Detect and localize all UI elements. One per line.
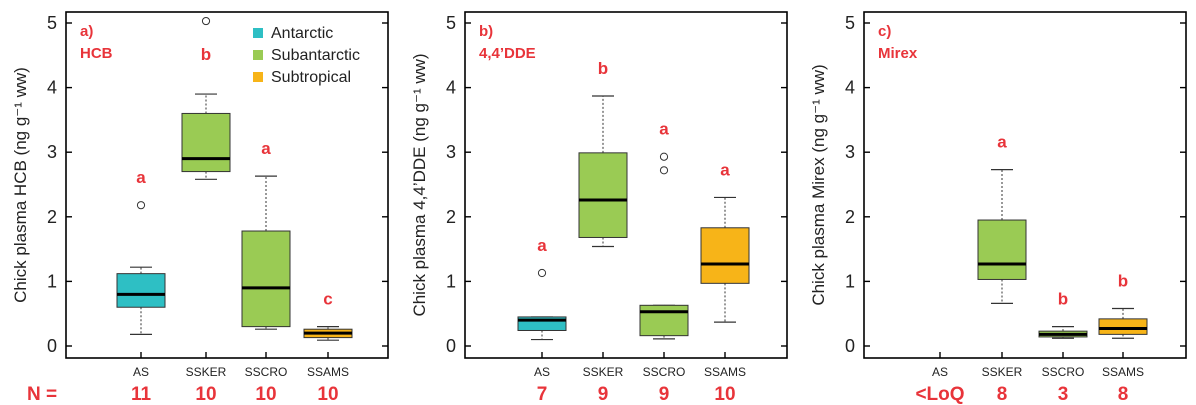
x-tick-label: SSCRO <box>245 365 288 379</box>
y-tick-label: 4 <box>845 78 855 98</box>
legend-label: Subtropical <box>271 69 351 86</box>
y-tick-label: 4 <box>47 78 57 98</box>
y-axis-label: Chick plasma 4,4’DDE (ng g⁻¹ ww) <box>410 53 429 316</box>
legend-label: Subantarctic <box>271 47 360 64</box>
y-tick-label: 5 <box>845 13 855 33</box>
box-ssker <box>578 152 628 238</box>
box-ssams <box>700 227 750 284</box>
panel-compound: HCB <box>80 45 113 62</box>
x-tick-label: AS <box>932 365 948 379</box>
box-sscro <box>241 230 291 328</box>
outlier-point <box>136 201 146 210</box>
outlier-point <box>659 152 669 161</box>
x-tick-label: SSCRO <box>643 365 686 379</box>
legend: Antarctic Subantarctic Subtropical <box>253 25 360 86</box>
sample-size-label: 10 <box>714 384 735 405</box>
y-tick-label: 4 <box>446 78 456 98</box>
significance-letter: a <box>261 139 271 158</box>
y-tick-label: 1 <box>845 271 855 291</box>
y-tick-label: 0 <box>446 336 456 356</box>
sample-size-label: 8 <box>997 384 1008 405</box>
y-tick-label: 0 <box>845 336 855 356</box>
significance-letter: a <box>537 236 547 255</box>
y-tick-label: 3 <box>47 142 57 162</box>
legend-swatch <box>253 72 263 82</box>
outlier-point <box>659 166 669 175</box>
panel-b: 0 1 2 3 4 5 Chick plasma 4,4’DDE (ng g⁻¹ ww) b)… <box>410 11 788 405</box>
legend-swatch <box>253 50 263 60</box>
significance-letter: a <box>659 120 669 139</box>
significance-letter: b <box>1058 290 1068 309</box>
sample-size-label: 8 <box>1118 384 1129 405</box>
x-tick-label: AS <box>534 365 550 379</box>
y-tick-label: 5 <box>446 13 456 33</box>
x-tick-label: SSAMS <box>704 365 746 379</box>
panel-label: b) <box>479 23 493 40</box>
panel-a: 0 1 2 3 4 5 Chick plasma HCB (ng g⁻¹ ww) a) HCB A… <box>11 11 389 405</box>
x-tick-label: SSKER <box>583 365 624 379</box>
sample-size-label: 10 <box>255 384 276 405</box>
y-tick-label: 2 <box>446 207 456 227</box>
y-tick-label: 0 <box>47 336 57 356</box>
significance-letter: b <box>201 45 211 64</box>
box-as <box>116 273 166 308</box>
sample-size-label: 10 <box>317 384 338 405</box>
plot-frame <box>863 11 1187 359</box>
legend-swatch <box>253 28 263 38</box>
y-tick-label: 1 <box>446 271 456 291</box>
significance-letter: a <box>997 133 1007 152</box>
x-tick-label: SSKER <box>186 365 227 379</box>
x-tick-label: SSCRO <box>1042 365 1085 379</box>
box-ssams <box>1098 318 1148 335</box>
outlier-point <box>201 16 211 26</box>
sample-size-label: <LoQ <box>915 384 964 405</box>
legend-label: Antarctic <box>271 25 333 42</box>
panel-label: c) <box>878 23 891 40</box>
outlier-point <box>537 268 547 278</box>
x-tick-label: SSAMS <box>307 365 349 379</box>
sample-size-label: 10 <box>195 384 216 405</box>
panel-label: a) <box>80 23 93 40</box>
n-row-label: N = <box>27 384 57 405</box>
plot-frame <box>65 11 389 359</box>
sample-size-label: 11 <box>131 384 152 405</box>
sample-size-label: 9 <box>598 384 609 405</box>
significance-letter: a <box>136 168 146 187</box>
box-ssker <box>181 112 231 173</box>
x-tick-label: SSAMS <box>1102 365 1144 379</box>
panel-compound: 4,4’DDE <box>479 45 536 62</box>
significance-letter: a <box>720 160 730 179</box>
box-ssker <box>977 219 1027 280</box>
panel-compound: Mirex <box>878 45 918 62</box>
y-axis-label: Chick plasma HCB (ng g⁻¹ ww) <box>11 67 30 303</box>
sample-size-label: 7 <box>537 384 548 405</box>
y-tick-label: 1 <box>47 271 57 291</box>
x-tick-label: SSKER <box>982 365 1023 379</box>
significance-letter: b <box>598 59 608 78</box>
box-sscro <box>639 304 689 337</box>
y-tick-label: 3 <box>446 142 456 162</box>
y-tick-label: 5 <box>47 13 57 33</box>
y-tick-label: 2 <box>47 207 57 227</box>
significance-letter: c <box>323 290 332 309</box>
y-axis-label: Chick plasma Mirex (ng g⁻¹ ww) <box>809 64 828 305</box>
sample-size-label: 9 <box>659 384 670 405</box>
plot-frame <box>464 11 788 359</box>
sample-size-label: 3 <box>1058 384 1069 405</box>
x-tick-label: AS <box>133 365 149 379</box>
significance-letter: b <box>1118 272 1128 291</box>
panel-c: 0 1 2 3 4 5 Chick plasma Mirex (ng g⁻¹ ww) c) Mi… <box>809 11 1187 405</box>
y-tick-label: 3 <box>845 142 855 162</box>
y-tick-label: 2 <box>845 207 855 227</box>
